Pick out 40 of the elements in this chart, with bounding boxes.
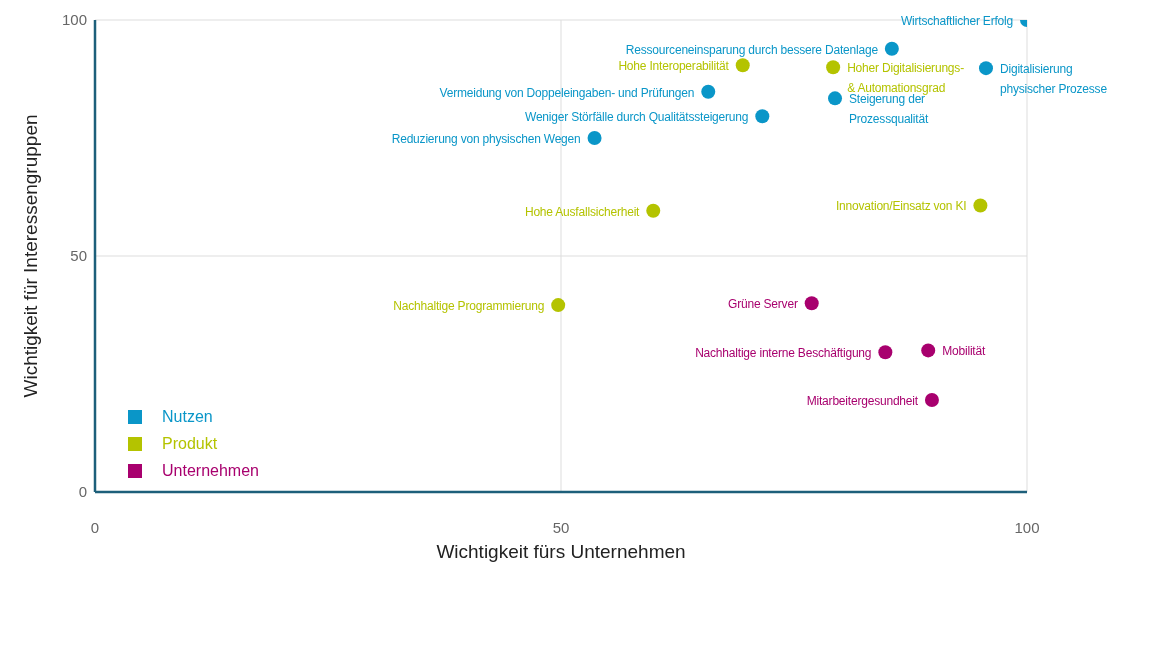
legend-label: Unternehmen xyxy=(162,461,259,480)
legend-label: Produkt xyxy=(162,434,218,453)
legend-label: Nutzen xyxy=(162,407,213,426)
annotation: Nachhaltige Programmierung xyxy=(393,299,545,314)
point xyxy=(884,41,899,56)
point xyxy=(921,343,936,358)
y-axis-title: Wichtigkeit für Interessengruppen xyxy=(19,114,41,398)
x-axis-title: Wichtigkeit fürs Unternehmen xyxy=(436,541,686,562)
point xyxy=(646,203,661,218)
x-tick-label: 0 xyxy=(90,518,100,536)
y-tick-label: 0 xyxy=(78,483,87,501)
annotation: Digitalisierung physischer Prozesse xyxy=(999,62,1108,97)
annotation: Innovation/Einsatz von KI xyxy=(835,199,967,214)
point xyxy=(755,109,770,124)
point xyxy=(973,198,988,213)
x-tick-label: 100 xyxy=(1014,518,1040,536)
annotation: Nachhaltige interne Beschäftigung xyxy=(695,346,872,361)
point xyxy=(828,91,843,106)
annotation: Vermeidung von Doppeleingaben- und Prüfungen xyxy=(439,85,695,100)
point xyxy=(804,296,819,311)
point xyxy=(551,298,566,313)
annotation: Reduzierung von physischen Wegen xyxy=(391,132,581,146)
x-tick-label: 50 xyxy=(552,518,570,536)
point xyxy=(924,392,939,407)
y-tick-label: 100 xyxy=(61,11,87,29)
annotation: Mobilität xyxy=(942,344,986,359)
annotation: Mitarbeitergesundheit xyxy=(806,393,919,408)
annotation: Wirtschaftlicher Erfolg xyxy=(900,14,1013,28)
point xyxy=(735,58,750,73)
point xyxy=(587,131,602,145)
annotation: Weniger Störfälle durch Qualitätssteigerung xyxy=(525,110,749,125)
point xyxy=(978,61,993,76)
annotation: Hohe Ausfallsicherheit xyxy=(524,204,641,219)
point xyxy=(826,60,841,75)
point xyxy=(701,84,716,99)
point xyxy=(878,345,893,360)
annotation: Grüne Server xyxy=(728,297,798,312)
annotation: Hohe Interoperabilität xyxy=(618,59,730,74)
annotation: Ressourceneinsparung durch bessere Datenlage xyxy=(625,42,879,57)
y-tick-label: 50 xyxy=(70,247,87,265)
